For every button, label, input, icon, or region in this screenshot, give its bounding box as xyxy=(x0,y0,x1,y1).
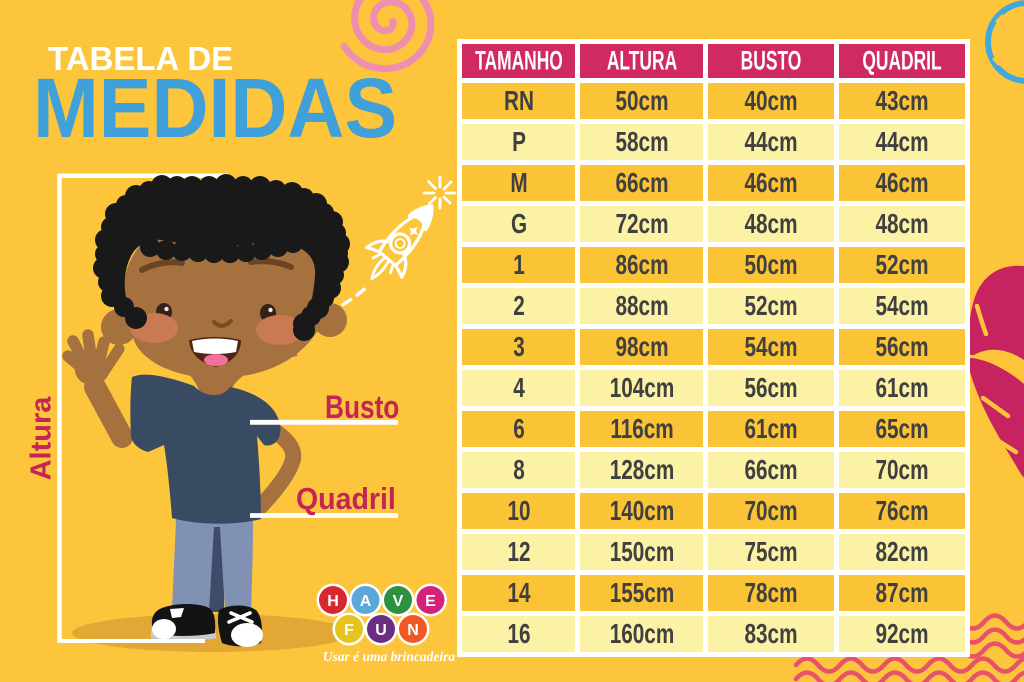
svg-text:F: F xyxy=(344,622,354,639)
svg-text:H: H xyxy=(327,593,339,610)
svg-text:N: N xyxy=(407,622,419,639)
svg-text:V: V xyxy=(393,593,404,610)
svg-text:U: U xyxy=(375,622,387,639)
svg-text:E: E xyxy=(425,593,436,610)
svg-text:A: A xyxy=(360,593,372,610)
